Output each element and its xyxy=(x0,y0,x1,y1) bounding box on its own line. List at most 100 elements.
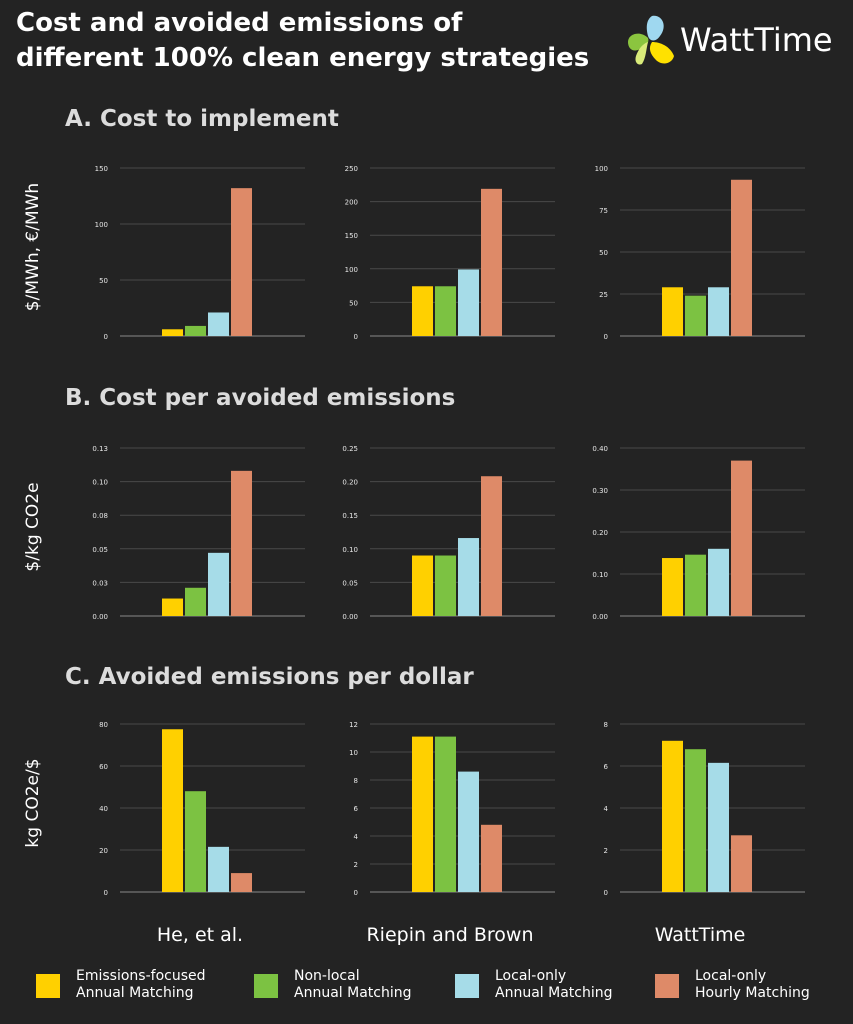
y-tick-label: 4 xyxy=(354,833,359,841)
bar xyxy=(731,460,752,616)
bar xyxy=(412,555,433,616)
title-line-2: different 100% clean energy strategies xyxy=(16,43,590,73)
bar xyxy=(458,771,479,892)
bar xyxy=(662,287,683,336)
title-line-1: Cost and avoided emissions of xyxy=(16,8,463,38)
bar xyxy=(481,188,502,336)
y-tick-label: 25 xyxy=(599,291,608,299)
y-tick-label: 4 xyxy=(604,805,609,813)
y-tick-label: 0.03 xyxy=(92,579,108,587)
bar-chart-b-1: 0.00 0.03 0.05 0.08 0.10 0.13 xyxy=(92,445,305,621)
bar-chart-c-3: 0 2 4 6 8 xyxy=(604,721,805,897)
y-tick-label: 0.05 xyxy=(342,579,358,587)
bar xyxy=(731,835,752,892)
legend-label: Local-only Annual Matching xyxy=(495,968,613,1001)
y-tick-label: 50 xyxy=(599,249,608,257)
section-title-a: A. Cost to implement xyxy=(65,106,339,132)
y-tick-label: 12 xyxy=(349,721,358,729)
y-tick-label: 80 xyxy=(99,721,108,729)
y-axis-label-a: $/MWh, €/MWh xyxy=(23,182,43,312)
bar xyxy=(435,286,456,336)
y-tick-label: 6 xyxy=(354,805,359,813)
bar xyxy=(208,846,229,892)
bar-chart-a-1: 0 50 100 150 xyxy=(95,165,305,341)
y-tick-label: 100 xyxy=(595,165,608,173)
bar xyxy=(435,555,456,616)
legend-swatch xyxy=(36,974,60,998)
page-title: Cost and avoided emissions of different … xyxy=(16,6,589,76)
bar xyxy=(685,295,706,336)
bar xyxy=(231,188,252,336)
y-axis-label-c: kg CO2e/$ xyxy=(23,758,43,848)
bar xyxy=(685,749,706,892)
bar xyxy=(708,548,729,616)
bar-chart-c-2: 0 2 4 6 8 10 12 xyxy=(349,721,555,897)
y-tick-label: 0.13 xyxy=(92,445,108,453)
bar xyxy=(185,791,206,892)
bar-chart-a-3: 0 25 50 75 100 xyxy=(595,165,805,341)
bar xyxy=(435,736,456,892)
y-tick-label: 200 xyxy=(345,199,358,207)
y-axis-label-b: $/kg CO2e xyxy=(23,482,43,572)
bar xyxy=(708,287,729,336)
y-tick-label: 0 xyxy=(354,333,358,341)
bar xyxy=(162,329,183,336)
y-tick-label: 100 xyxy=(345,266,358,274)
bar xyxy=(412,286,433,336)
bar xyxy=(208,552,229,616)
y-tick-label: 0.08 xyxy=(92,512,108,520)
y-tick-label: 0.05 xyxy=(92,546,108,554)
y-tick-label: 0.30 xyxy=(592,487,608,495)
y-tick-label: 150 xyxy=(95,165,108,173)
bar xyxy=(412,736,433,892)
y-tick-label: 0.20 xyxy=(342,479,358,487)
y-tick-label: 150 xyxy=(345,232,358,240)
legend-swatch xyxy=(455,974,479,998)
y-tick-label: 0.15 xyxy=(342,512,358,520)
bar-chart-b-3: 0.00 0.10 0.20 0.30 0.40 xyxy=(592,445,805,621)
y-tick-label: 0 xyxy=(604,889,608,897)
y-tick-label: 6 xyxy=(604,763,609,771)
y-tick-label: 8 xyxy=(604,721,608,729)
y-tick-label: 40 xyxy=(99,805,108,813)
bar xyxy=(162,598,183,616)
y-tick-label: 100 xyxy=(95,221,108,229)
bar-chart-a-2: 0 50 100 150 200 250 xyxy=(345,165,555,341)
y-tick-label: 250 xyxy=(345,165,358,173)
y-tick-label: 0.25 xyxy=(342,445,358,453)
bar xyxy=(458,538,479,616)
y-tick-label: 0.00 xyxy=(92,613,108,621)
y-tick-label: 50 xyxy=(99,277,108,285)
bar xyxy=(481,476,502,616)
watttime-logo: WattTime xyxy=(622,12,842,72)
y-tick-label: 0.00 xyxy=(592,613,608,621)
study-label-watttime: WattTime xyxy=(654,924,746,946)
y-tick-label: 2 xyxy=(354,861,358,869)
y-tick-label: 0 xyxy=(104,333,108,341)
bar xyxy=(481,824,502,892)
section-title-b: B. Cost per avoided emissions xyxy=(65,385,456,411)
bar-chart-b-2: 0.00 0.05 0.10 0.15 0.20 0.25 xyxy=(342,445,555,621)
y-tick-label: 10 xyxy=(349,749,358,757)
y-tick-label: 20 xyxy=(99,847,108,855)
legend-label: Emissions-focused Annual Matching xyxy=(76,968,206,1001)
legend-swatch xyxy=(655,974,679,998)
bar xyxy=(708,762,729,892)
bar xyxy=(208,312,229,336)
bar-chart-c-1: 0 20 40 60 80 xyxy=(99,721,305,897)
y-tick-label: 75 xyxy=(599,207,608,215)
section-title-c: C. Avoided emissions per dollar xyxy=(65,664,474,690)
bar xyxy=(662,558,683,616)
bar xyxy=(185,325,206,336)
y-tick-label: 0.10 xyxy=(92,479,108,487)
bar xyxy=(231,470,252,616)
study-label-he: He, et al. xyxy=(156,924,244,946)
y-tick-label: 50 xyxy=(349,299,358,307)
legend-label: Non-local Annual Matching xyxy=(294,968,412,1001)
y-tick-label: 0.20 xyxy=(592,529,608,537)
y-tick-label: 0.00 xyxy=(342,613,358,621)
y-tick-label: 60 xyxy=(99,763,108,771)
y-tick-label: 0 xyxy=(104,889,108,897)
bar xyxy=(662,740,683,892)
bar xyxy=(185,587,206,616)
